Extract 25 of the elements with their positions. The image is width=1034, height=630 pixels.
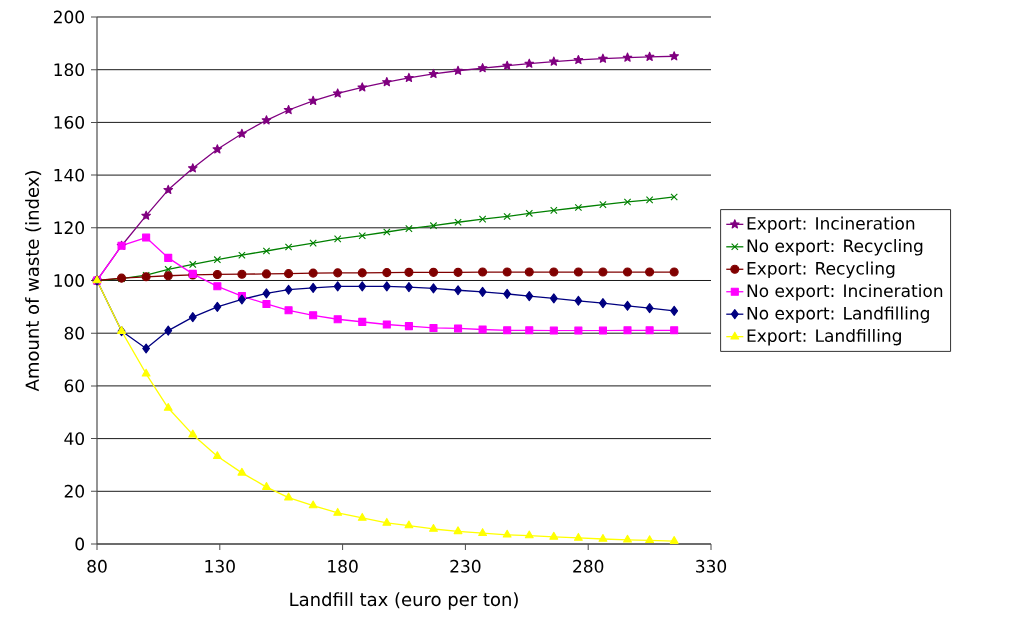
x-tick-label: 330 [696, 559, 727, 573]
x-tick-label: 280 [573, 559, 604, 573]
x-axis-title: Landfill tax (euro per ton) [290, 592, 518, 610]
x-tick-label: 230 [450, 559, 481, 573]
y-tick-label: 40 [64, 432, 85, 446]
y-tick-label: 0 [75, 537, 85, 551]
y-tick-label: 80 [64, 326, 85, 340]
y-tick-label: 120 [54, 221, 84, 235]
y-axis-title: Amount of waste (index) [25, 171, 42, 392]
legend-label: Export: Recycling [747, 261, 895, 278]
x-tick-label: 180 [328, 559, 358, 573]
x-tick-label: 80 [87, 559, 107, 573]
legend-label: Export: Incineration [747, 216, 915, 234]
x-tick-label: 130 [205, 559, 235, 573]
y-tick-label: 20 [64, 484, 85, 498]
legend-label: No export: Recycling [747, 239, 923, 256]
legend-label: No export: Landfilling [747, 306, 929, 323]
y-tick-label: 100 [54, 274, 84, 287]
y-tick-label: 60 [64, 379, 85, 393]
y-tick-label: 140 [54, 168, 84, 182]
legend-label: Export: Landfilling [747, 328, 901, 346]
y-tick-label: 160 [54, 115, 84, 129]
legend-label: No export: Incineration [747, 283, 943, 301]
y-tick-label: 180 [54, 63, 84, 77]
y-tick-label: 200 [53, 10, 84, 24]
